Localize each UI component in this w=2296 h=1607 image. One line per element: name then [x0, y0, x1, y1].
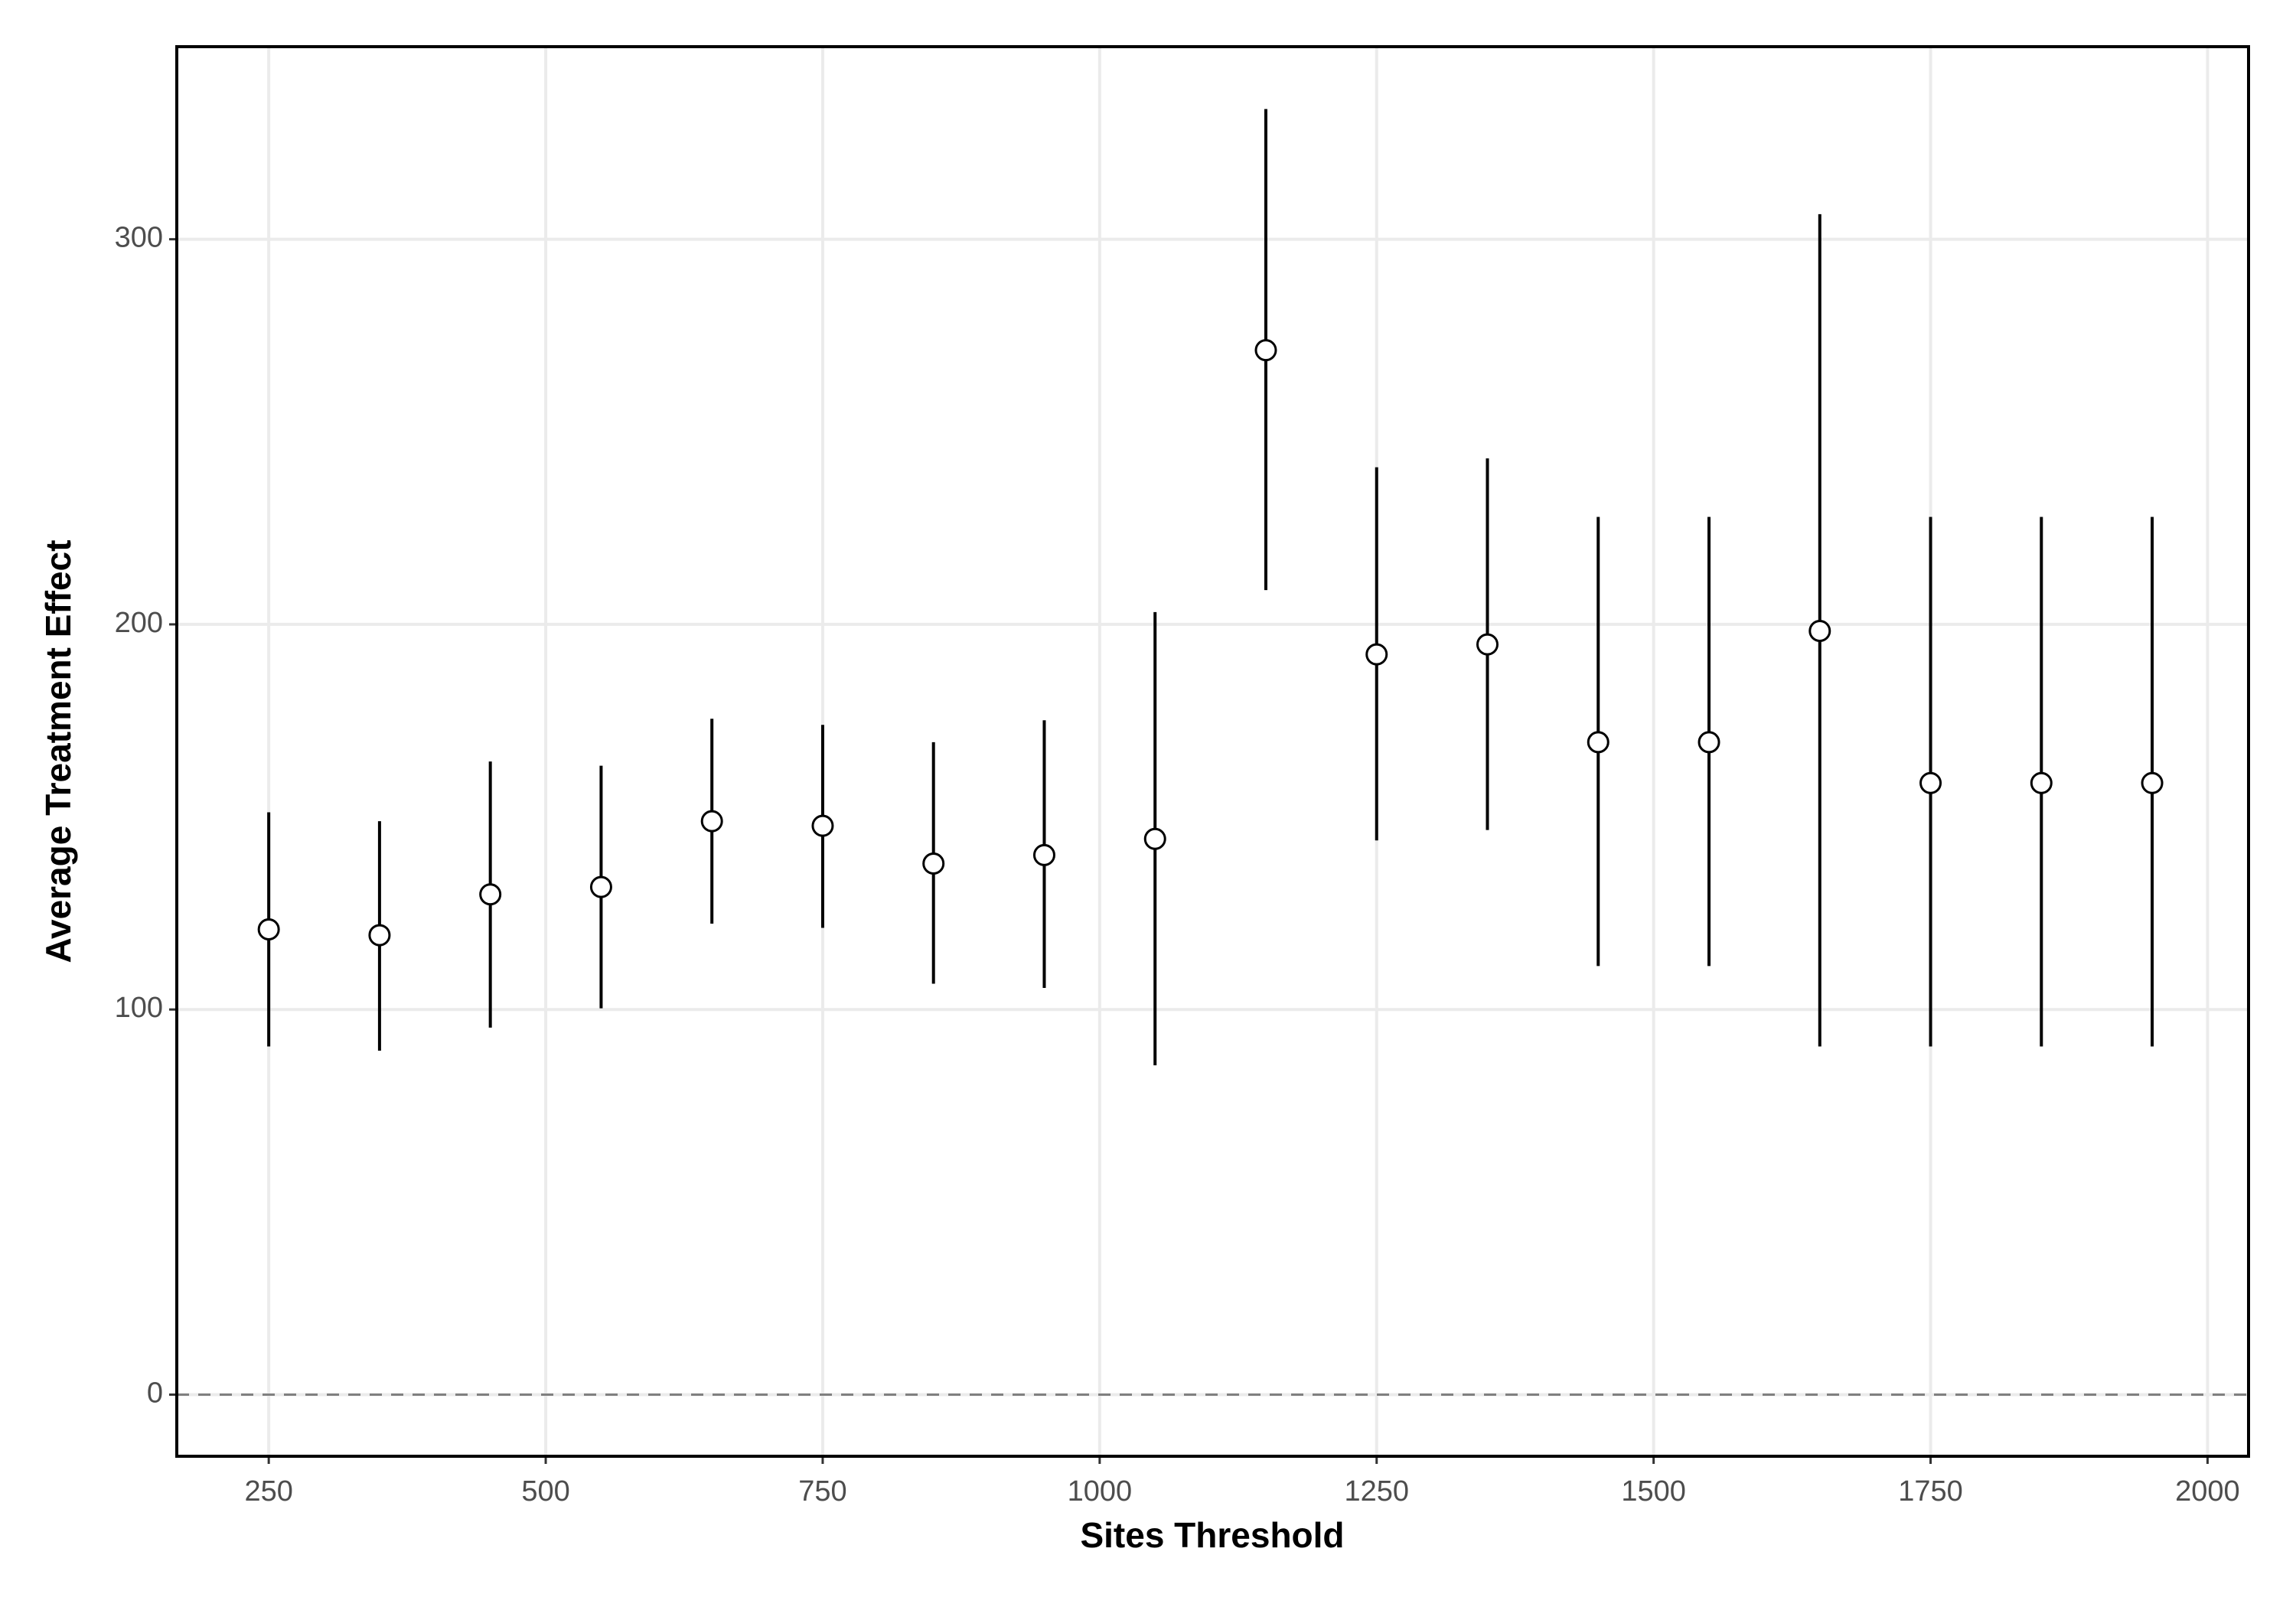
point — [1587, 731, 1609, 754]
y-tick-label: 100 — [115, 992, 163, 1024]
point — [368, 924, 391, 947]
point — [2141, 771, 2164, 794]
point — [700, 810, 723, 833]
point — [1365, 643, 1388, 666]
point — [479, 883, 502, 906]
y-axis-title: Average Treatment Effect — [38, 539, 78, 963]
y-tick-label: 0 — [147, 1377, 163, 1410]
x-tick-label: 1500 — [1621, 1475, 1686, 1508]
point — [1698, 731, 1720, 754]
x-tick-label: 500 — [521, 1475, 569, 1508]
x-tick-label: 2000 — [2175, 1475, 2240, 1508]
x-tick-label: 1000 — [1068, 1475, 1133, 1508]
panel-border — [175, 45, 2250, 1458]
point — [1032, 843, 1055, 866]
x-tick-label: 250 — [244, 1475, 292, 1508]
point — [811, 814, 834, 837]
point — [589, 875, 612, 898]
point — [1254, 339, 1277, 362]
y-tick-label: 300 — [115, 222, 163, 254]
point — [922, 852, 945, 875]
point — [2030, 771, 2053, 794]
point — [1808, 619, 1831, 642]
x-tick-label: 1750 — [1898, 1475, 1963, 1508]
point — [1919, 771, 1942, 794]
x-tick-label: 750 — [798, 1475, 846, 1508]
point — [257, 918, 280, 941]
point — [1476, 633, 1499, 656]
y-tick-label: 200 — [115, 607, 163, 639]
x-tick-label: 1250 — [1344, 1475, 1409, 1508]
x-axis-title: Sites Threshold — [1080, 1515, 1344, 1555]
point — [1143, 827, 1166, 850]
